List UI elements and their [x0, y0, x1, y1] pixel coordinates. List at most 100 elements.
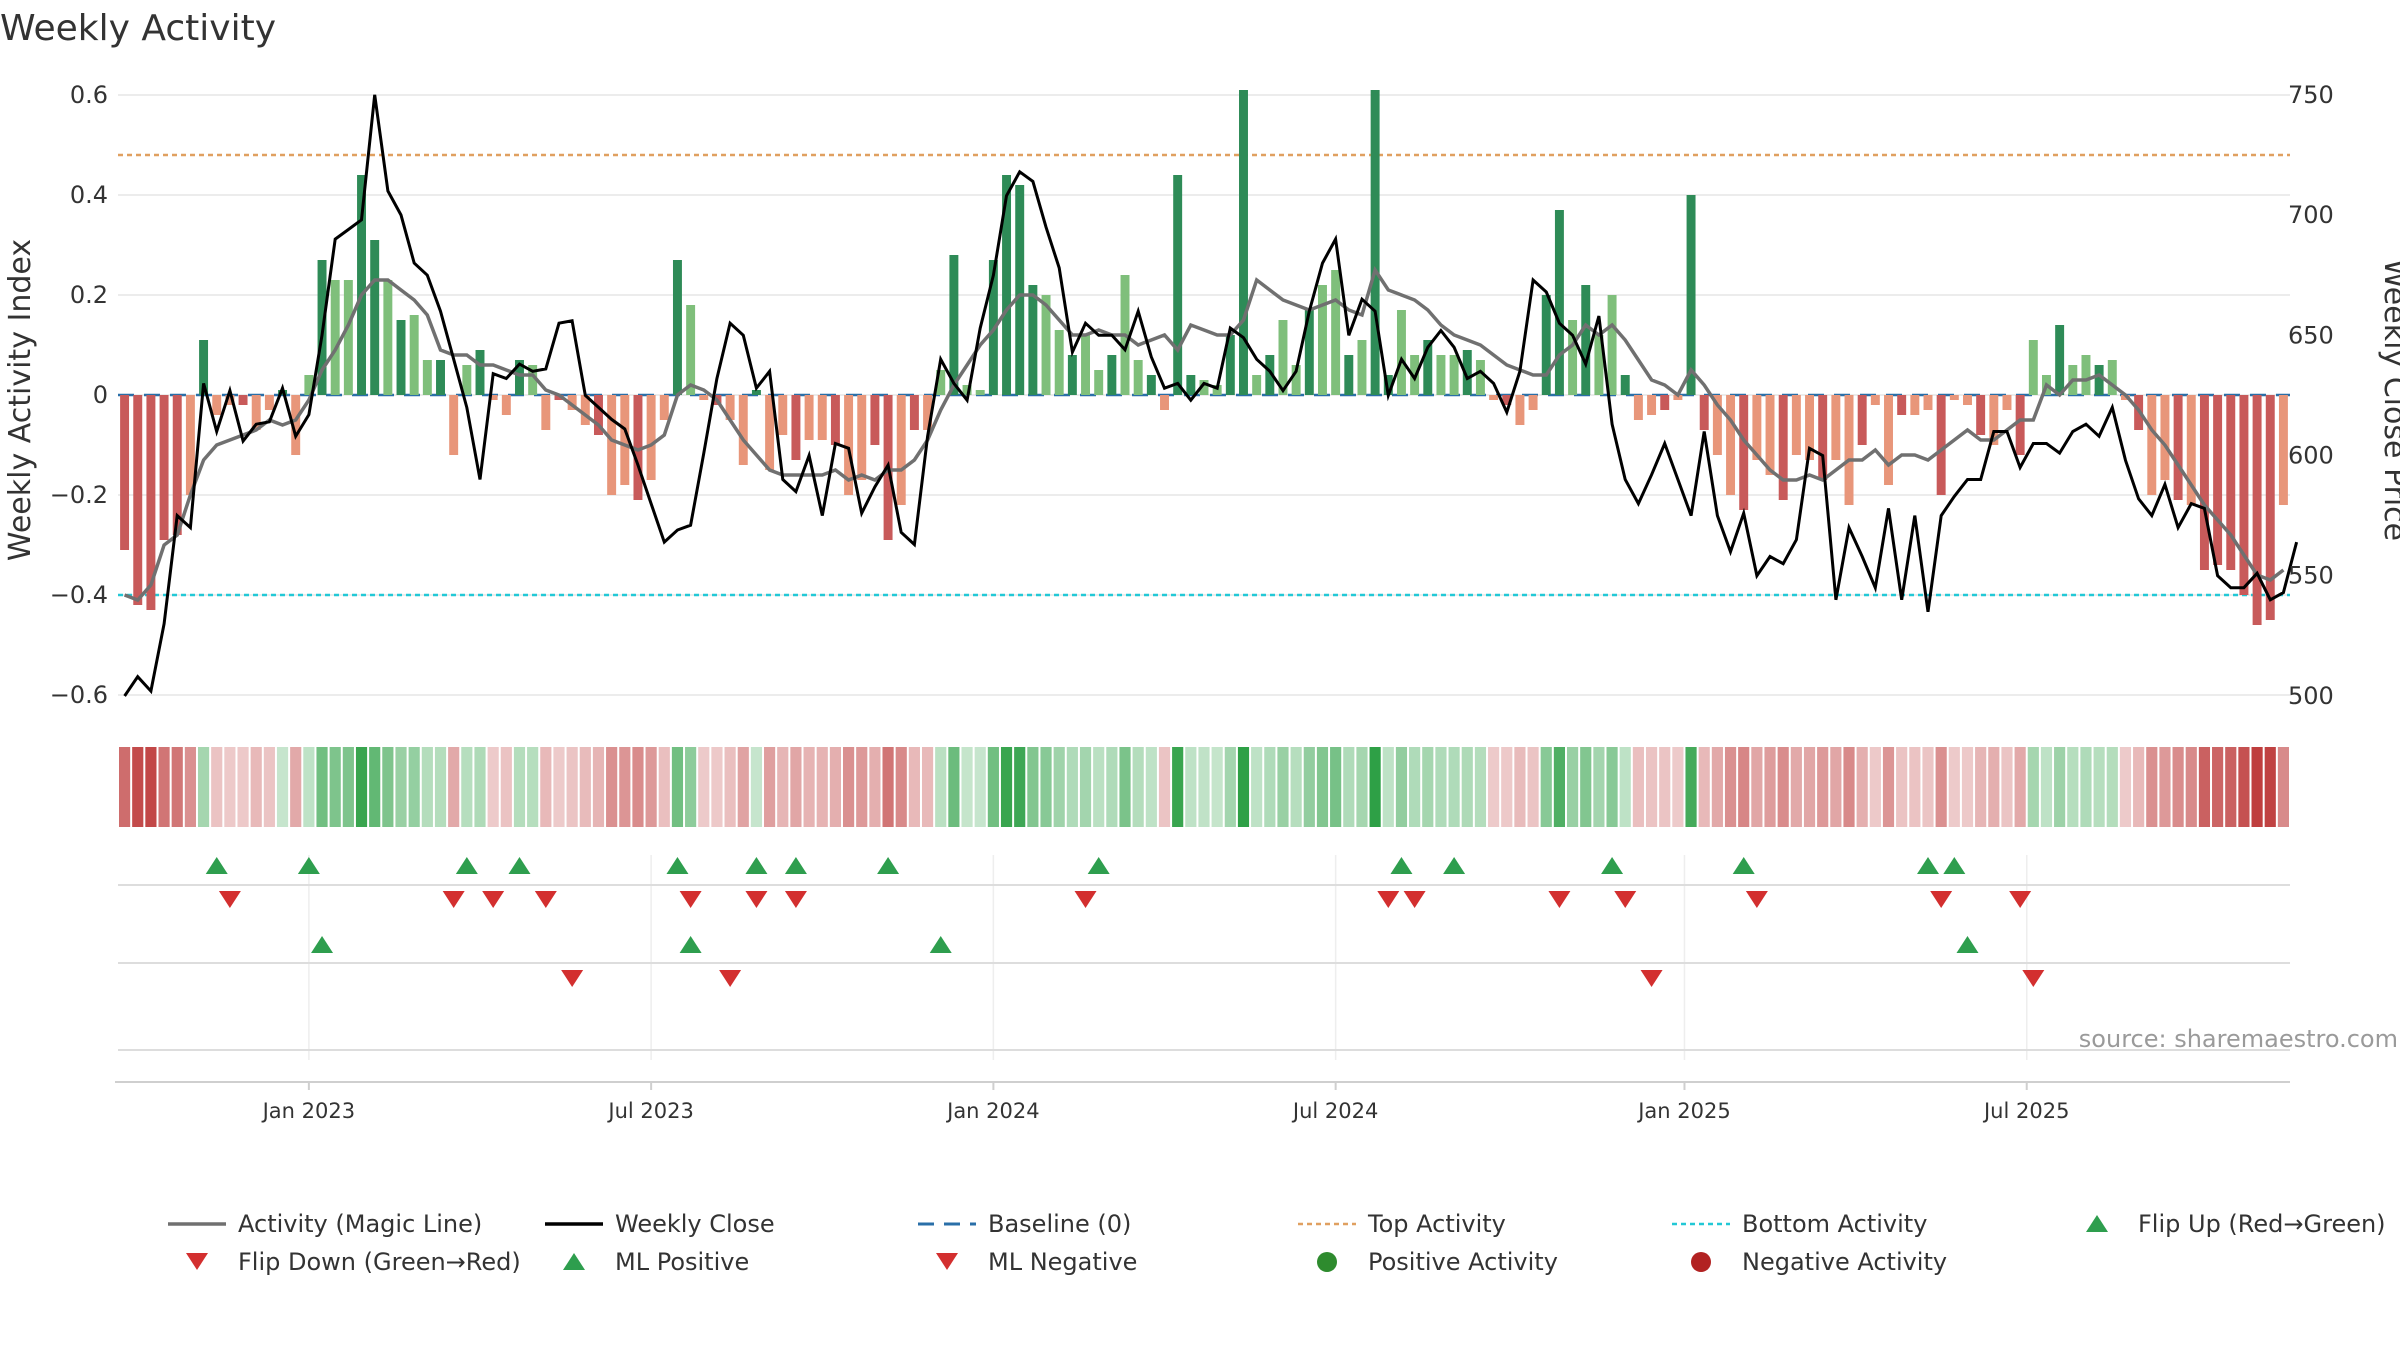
legend-label: Flip Down (Green→Red): [238, 1248, 521, 1276]
activity-bar: [2160, 395, 2170, 480]
activity-bar: [962, 385, 972, 395]
activity-bar: [1778, 395, 1788, 500]
strip-cell: [2040, 747, 2053, 827]
activity-bar: [1923, 395, 1933, 410]
activity-bar: [1199, 380, 1209, 395]
activity-bar: [1317, 285, 1327, 395]
activity-bar: [751, 390, 761, 395]
legend-label: ML Negative: [988, 1248, 1137, 1276]
legend-item-top: Top Activity: [1298, 1210, 1506, 1238]
activity-bar: [554, 395, 564, 400]
activity-bar: [1910, 395, 1920, 415]
strip-cell: [1040, 747, 1052, 827]
strip-cell: [1803, 747, 1816, 827]
activity-bar: [1331, 270, 1341, 395]
ml-negative-marker: [561, 970, 584, 987]
magic-line: [123, 265, 2285, 603]
activity-bar: [1541, 295, 1551, 395]
strip-cell: [2119, 747, 2132, 827]
strip-cell: [1330, 747, 1342, 827]
legend-label: Activity (Magic Line): [238, 1210, 482, 1238]
flip-down-marker: [534, 891, 557, 908]
flip-up-marker: [205, 857, 228, 874]
strip-cell: [145, 747, 157, 827]
activity-bar: [1212, 385, 1222, 395]
strip-cell: [1764, 747, 1776, 827]
strip-cell: [1830, 747, 1842, 827]
strip-cell: [645, 747, 657, 827]
activity-bar: [857, 395, 867, 480]
strip-cell: [1198, 747, 1210, 827]
strip-cell: [921, 747, 934, 827]
ml-negative-marker: [719, 970, 742, 987]
activity-bar: [830, 395, 840, 445]
strip-cell: [606, 747, 618, 827]
strip-cell: [632, 747, 644, 827]
strip-cell: [369, 747, 381, 827]
legend-item-bottom: Bottom Activity: [1672, 1210, 1927, 1238]
activity-bar: [949, 255, 959, 395]
activity-bar: [1173, 175, 1183, 395]
activity-bar: [1357, 340, 1367, 395]
legend-label: Top Activity: [1367, 1210, 1506, 1238]
strip-cell: [908, 747, 920, 827]
strip-cell: [2093, 747, 2105, 827]
legend-label: ML Positive: [615, 1248, 749, 1276]
strip-cell: [698, 747, 710, 827]
activity-bar: [725, 395, 735, 420]
strip-cell: [1961, 747, 1974, 827]
legend-item-ml_neg: ML Negative: [936, 1248, 1137, 1276]
strip-cell: [1843, 747, 1855, 827]
strip-cell: [448, 747, 460, 827]
legend-item-flip_up: Flip Up (Red→Green): [2086, 1210, 2386, 1238]
strip-cell: [1645, 747, 1658, 827]
activity-bar: [1554, 210, 1564, 395]
strip-cell: [132, 747, 144, 827]
x-tick-label: Jul 2025: [1982, 1099, 2069, 1123]
activity-bar: [2107, 360, 2117, 395]
strip-cell: [290, 747, 302, 827]
flip-up-marker: [1732, 857, 1755, 874]
strip-cell: [856, 747, 868, 827]
activity-bar: [1963, 395, 1972, 405]
activity-bar: [1607, 295, 1617, 395]
strip-cell: [2001, 747, 2013, 827]
strip-cell: [1896, 747, 1908, 827]
strip-cell: [1514, 747, 1526, 827]
ml-positive-marker: [679, 936, 702, 953]
strip-cell: [1264, 747, 1276, 827]
strip-cell: [1277, 747, 1289, 827]
flip-up-marker: [784, 857, 807, 874]
strip-cell: [1053, 747, 1065, 827]
strip-cell: [2238, 747, 2250, 827]
activity-bar: [1462, 350, 1472, 395]
legend-label: Positive Activity: [1368, 1248, 1558, 1276]
strip-cell: [2264, 747, 2276, 827]
strip-cell: [1632, 747, 1644, 827]
legend-label: Weekly Close: [615, 1210, 775, 1238]
activity-bar: [791, 395, 801, 460]
activity-bar: [436, 360, 445, 395]
y-axis-right: 750 700 650 600 550 500: [2288, 81, 2334, 710]
strip-cell: [1106, 747, 1118, 827]
strip-cell: [2133, 747, 2145, 827]
ml-negative-marker: [1640, 970, 1663, 987]
activity-bar: [2028, 340, 2038, 395]
chart-title: Weekly Activity: [0, 8, 276, 49]
strip-cell: [1909, 747, 1921, 827]
activity-bar: [580, 395, 590, 425]
strip-cell: [1474, 747, 1487, 827]
flip-down-marker: [679, 891, 702, 908]
legend-swatch: [936, 1253, 958, 1270]
strip-cell: [1567, 747, 1579, 827]
strip-cell: [1158, 747, 1171, 827]
activity-bar: [1423, 340, 1433, 395]
activity-bar: [515, 360, 524, 395]
activity-bar: [1870, 395, 1880, 405]
strip-cell: [474, 747, 486, 827]
activity-bar: [2173, 395, 2183, 500]
activity-bar: [1067, 355, 1077, 395]
activity-bar: [817, 395, 827, 440]
strip-cell: [619, 747, 631, 827]
activity-bar: [330, 280, 340, 395]
